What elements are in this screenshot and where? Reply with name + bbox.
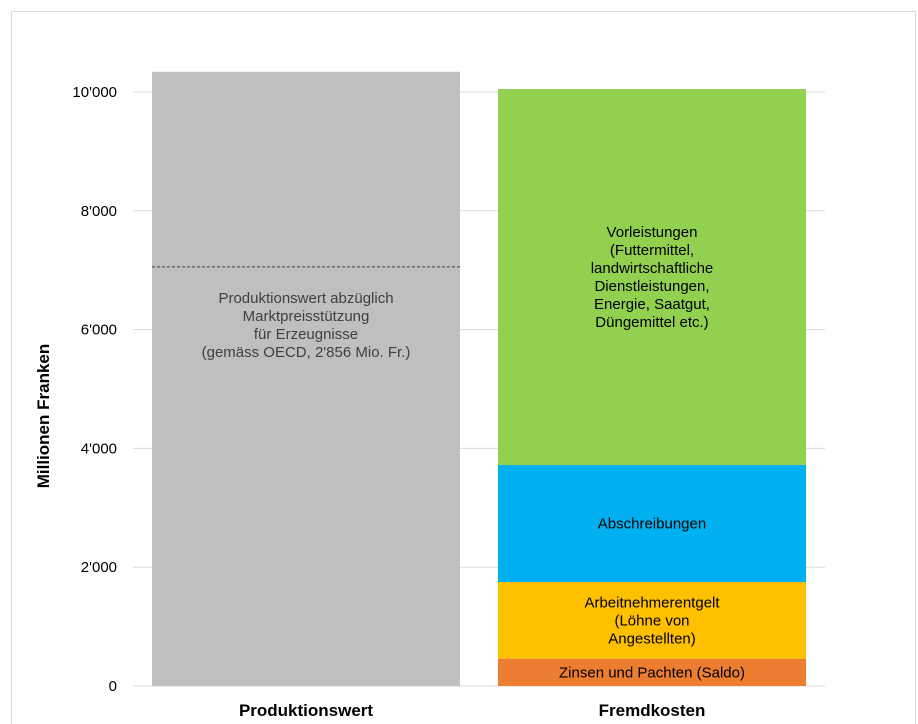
y-tick-label: 6'000: [81, 322, 117, 339]
reference-line-label: Produktionswert abzüglich Marktpreisstütz…: [202, 290, 411, 361]
segment-label: Abschreibungen: [598, 516, 706, 533]
segment-label: Zinsen und Pachten (Saldo): [559, 664, 745, 681]
y-tick-label: 2'000: [81, 559, 117, 576]
y-tick-label: 0: [109, 678, 117, 695]
bar-segment: [498, 582, 806, 659]
chart-frame: [11, 11, 916, 724]
bar-segment: [498, 465, 806, 583]
category-labels: Produktionswert Fremdkosten: [239, 701, 705, 720]
bars: Produktionswert abzüglich Marktpreisstütz…: [152, 71, 806, 686]
y-axis-ticks: 0 2'000 4'000 6'000 8'000 10'000: [72, 84, 117, 695]
bar-segment: [498, 89, 806, 466]
bar-segment: [498, 658, 806, 686]
y-tick-label: 4'000: [81, 440, 117, 457]
category-label: Produktionswert: [239, 701, 373, 720]
segment-label: Arbeitnehmerentgelt (Löhne von Angestellte…: [584, 594, 720, 647]
segment-label: Vorleistungen (Futtermittel, landwirtschaf…: [591, 224, 714, 331]
bar-segment: [152, 71, 460, 686]
y-tick-label: 10'000: [72, 84, 117, 101]
y-tick-label: 8'000: [81, 203, 117, 220]
y-axis-label: Millionen Franken: [34, 344, 53, 489]
category-label: Fremdkosten: [599, 701, 706, 720]
